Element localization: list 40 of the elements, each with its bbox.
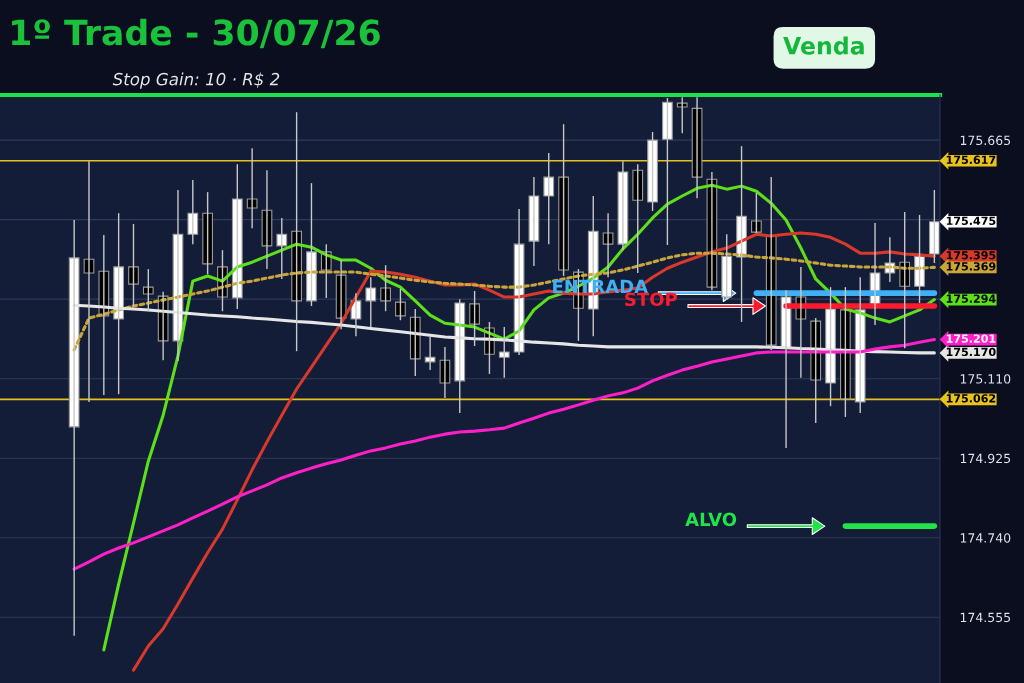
chart-subtitle: Stop Gain: 10 · R$ 2: [112, 72, 280, 89]
candlestick: [246, 147, 258, 229]
candlestick: [558, 123, 569, 277]
text: 175.475: [946, 216, 996, 226]
ref-line-label: 175.062: [946, 394, 996, 403]
candlestick: [543, 152, 555, 245]
ref-line-label: 175.617: [946, 155, 996, 164]
candlestick: [676, 96, 688, 134]
candlestick: [632, 163, 644, 274]
candlestick: [142, 268, 154, 312]
line-series: [72, 251, 936, 352]
y-tick-label: 175.110: [960, 374, 1011, 384]
candlestick: [469, 290, 480, 347]
data-label: 175.201: [946, 334, 996, 343]
candlestick: [128, 223, 139, 307]
candlestick: [647, 131, 658, 212]
data-label: 175.369: [946, 262, 996, 271]
candlestick: [498, 326, 510, 379]
legend-label: STOP: [625, 292, 678, 307]
chart-title: 1º Trade - 30/07/26: [12, 18, 380, 49]
legend-label: ALVO: [685, 512, 737, 527]
candlestick: [276, 217, 288, 280]
candlestick: [380, 264, 391, 312]
candlestick: [187, 179, 199, 245]
line-series: [102, 183, 936, 652]
line-series: [72, 338, 936, 571]
candlestick: [395, 288, 406, 321]
y-tick-label: 174.555: [960, 612, 1011, 623]
candlestick: [306, 182, 317, 307]
y-tick-label: 174.925: [960, 453, 1011, 464]
data-label: 175.395: [946, 251, 996, 260]
y-tick-label: 175.665: [960, 135, 1011, 146]
data-label: 175.170: [946, 347, 996, 357]
y-tick-label: 174.740: [960, 533, 1011, 543]
text: Venda: [783, 36, 864, 55]
data-label: 175.294: [946, 294, 996, 303]
candlestick: [365, 276, 377, 328]
candlestick: [662, 97, 673, 246]
candlestick: [202, 191, 214, 275]
candlestick: [751, 192, 762, 234]
